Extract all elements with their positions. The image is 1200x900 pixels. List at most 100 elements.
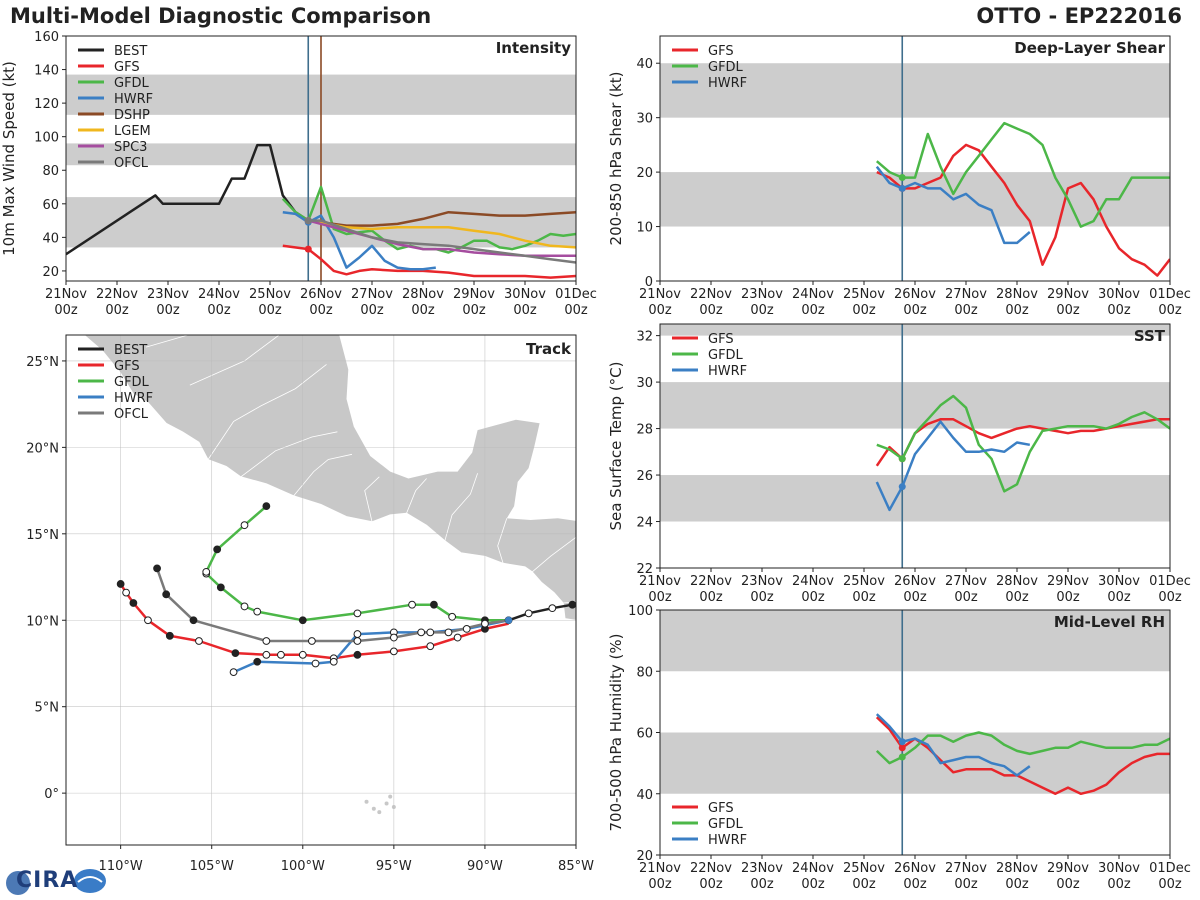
x-tick-hour-label: 00z [564, 303, 588, 318]
sst-panel: 22242628303221Nov00z22Nov00z23Nov00z24No… [607, 323, 1191, 605]
shaded-band [660, 324, 1170, 336]
y-tick-label: 20 [42, 265, 59, 280]
ofcl-track-point [389, 633, 398, 642]
y-tick-label: 20 [636, 849, 653, 864]
y-tick-label: 60 [42, 198, 59, 213]
gfs-track-point [298, 650, 307, 659]
x-tick-hour-label: 00z [1158, 303, 1182, 318]
lat-tick-label: 20°N [26, 441, 59, 456]
legend-label-gfs: GFS [114, 359, 140, 374]
gfs-track-point [426, 642, 435, 651]
x-tick-hour-label: 00z [954, 590, 978, 605]
legend-label-gfs: GFS [708, 44, 734, 59]
legend-label-hwrf: HWRF [708, 364, 747, 379]
best-track-point [582, 600, 589, 607]
lon-tick-label: 85°W [558, 859, 594, 874]
y-tick-label: 100 [628, 604, 653, 619]
border-line [497, 518, 508, 564]
y-tick-label: 40 [636, 57, 653, 72]
x-tick-label: 28Nov [996, 861, 1038, 876]
y-axis-label: 10m Max Wind Speed (kt) [0, 61, 18, 256]
x-tick-hour-label: 00z [852, 877, 876, 892]
x-tick-label: 24Nov [792, 861, 834, 876]
x-tick-label: 24Nov [198, 287, 240, 302]
x-tick-label: 22Nov [690, 861, 732, 876]
y-tick-label: 20 [636, 166, 653, 181]
shaded-band [660, 610, 1170, 672]
cira-logo: CIRA [4, 866, 108, 898]
x-tick-hour-label: 00z [1056, 877, 1080, 892]
y-tick-label: 80 [42, 164, 59, 179]
x-tick-hour-label: 00z [699, 877, 723, 892]
lon-tick-label: 110°W [99, 859, 143, 874]
y-tick-label: 30 [636, 376, 653, 391]
shaded-band [660, 172, 1170, 227]
x-tick-hour-label: 00z [1005, 877, 1029, 892]
x-tick-hour-label: 00z [903, 303, 927, 318]
x-tick-hour-label: 00z [954, 877, 978, 892]
x-tick-hour-label: 00z [1107, 877, 1131, 892]
x-tick-label: 27Nov [945, 574, 987, 589]
shear-panel: 01020304021Nov00z22Nov00z23Nov00z24Nov00… [607, 35, 1191, 318]
intensity-panel: 2040608010012014016021Nov00z22Nov00z23No… [0, 30, 597, 318]
y-axis-label: Sea Surface Temp (°C) [607, 361, 625, 530]
x-tick-label: 29Nov [1047, 861, 1089, 876]
x-tick-label: 26Nov [894, 574, 936, 589]
gfs-track-point [195, 637, 203, 645]
x-tick-label: 24Nov [792, 287, 834, 302]
y-tick-label: 24 [636, 516, 653, 531]
page-title: Multi-Model Diagnostic Comparison [10, 4, 432, 28]
x-tick-label: 26Nov [894, 861, 936, 876]
ofcl-track-point [353, 637, 362, 645]
gfs-series-line [876, 143, 1170, 277]
x-tick-label: 26Nov [300, 287, 342, 302]
y-axis-label: 700-500 hPa Humidity (%) [607, 633, 625, 831]
x-tick-label: 30Nov [1098, 287, 1140, 302]
y-tick-label: 10 [636, 221, 653, 236]
lat-tick-label: 25°N [26, 355, 59, 370]
x-tick-hour-label: 00z [207, 303, 231, 318]
y-tick-label: 60 [636, 727, 653, 742]
panel-title: Track [526, 340, 572, 358]
track-panel: 110°W 105°W 100°W 95°W 90°W 85°W 0° 5°N 10°N 15°N… [26, 334, 594, 874]
gfs-track-point [231, 649, 240, 658]
x-tick-hour-label: 00z [309, 303, 333, 318]
x-tick-label: 22Nov [690, 574, 732, 589]
y-tick-label: 0 [645, 275, 653, 290]
hwrf-track-point [462, 624, 471, 633]
x-tick-hour-label: 00z [750, 303, 774, 318]
shaded-band [660, 63, 1170, 118]
lon-tick-label: 95°W [376, 859, 412, 874]
panel-title: Intensity [496, 39, 572, 57]
x-tick-label: 21Nov [639, 861, 681, 876]
best-track-point [568, 600, 576, 609]
hwrf-track-point [353, 630, 362, 638]
x-tick-hour-label: 00z [750, 590, 774, 605]
lon-tick-label: 105°W [190, 859, 234, 874]
hwrf-track-point [311, 659, 320, 668]
x-tick-label: 28Nov [402, 287, 444, 302]
gfs-track-point [353, 650, 362, 659]
x-tick-label: 01Dec [1149, 574, 1191, 589]
y-tick-label: 100 [34, 131, 59, 146]
x-tick-hour-label: 00z [699, 303, 723, 318]
x-tick-label: 27Nov [945, 287, 987, 302]
gfs-track-point [144, 616, 152, 625]
island [388, 794, 393, 799]
hwrf-init-point [898, 184, 906, 192]
x-tick-hour-label: 00z [411, 303, 435, 318]
x-tick-label: 28Nov [996, 574, 1038, 589]
island [377, 810, 382, 815]
ofcl-track-point [162, 590, 171, 599]
legend-label-best: BEST [114, 343, 147, 358]
y-tick-label: 80 [636, 665, 653, 680]
y-tick-label: 28 [636, 423, 653, 438]
border-line [207, 364, 327, 460]
x-tick-label: 01Dec [1149, 861, 1191, 876]
gfdl-track-point [448, 612, 457, 621]
x-tick-hour-label: 00z [54, 303, 78, 318]
gfs-series-line [875, 418, 1170, 467]
dshp-series-line [308, 210, 576, 227]
legend-label-gfdl: GFDL [708, 817, 744, 832]
series-group [66, 143, 576, 279]
